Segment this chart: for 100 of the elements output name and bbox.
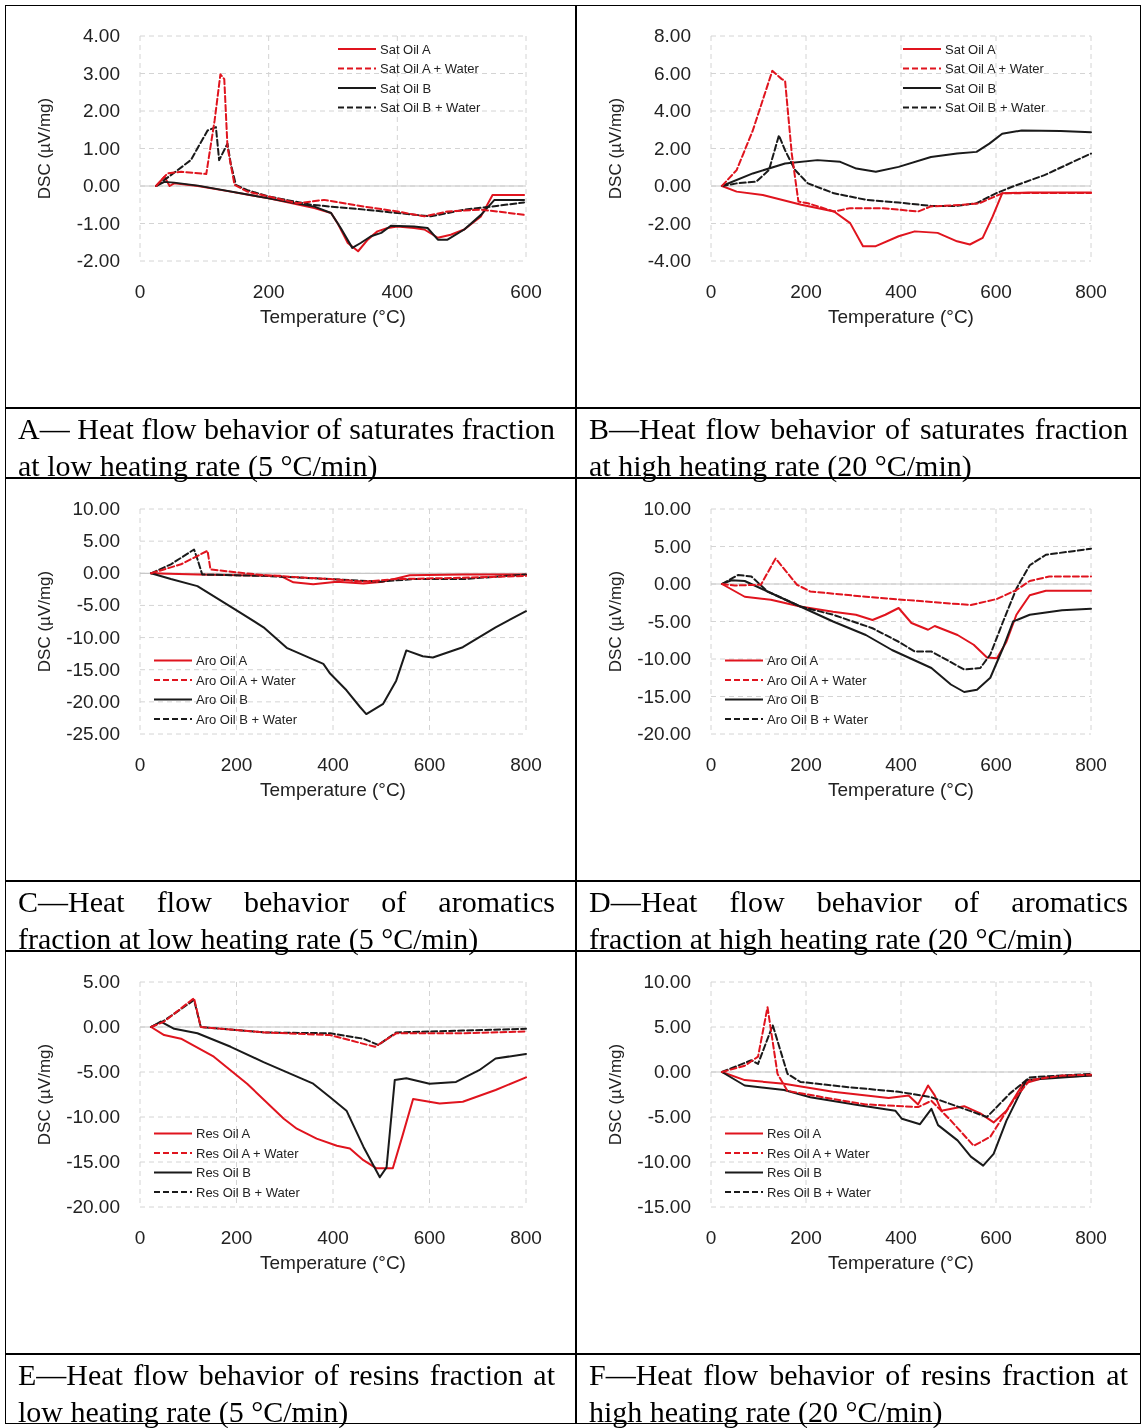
text: F—Heat flow behavior of resins fraction at high heating rate (20 °C/min) bbox=[588, 1357, 1129, 1428]
y-axis-title: DSC (µV/mg) bbox=[606, 570, 625, 673]
y-axis-title: DSC (µV/mg) bbox=[35, 1043, 54, 1146]
legend-label: Res Oil A + Water bbox=[767, 1145, 871, 1161]
legend-label: Aro Oil B + Water bbox=[767, 711, 869, 727]
y-tick-label: -5.00 bbox=[647, 1106, 691, 1127]
y-axis-title: DSC (µV/mg) bbox=[606, 1043, 625, 1146]
y-axis-title: DSC (µV/mg) bbox=[35, 97, 54, 200]
y-tick-label: 4.00 bbox=[83, 25, 120, 46]
y-tick-label: 0.00 bbox=[654, 573, 691, 594]
x-tick-label: 200 bbox=[790, 1227, 822, 1248]
legend-label: Sat Oil A bbox=[380, 41, 431, 57]
y-axis-title: DSC (µV/mg) bbox=[606, 97, 625, 200]
x-tick-label: 0 bbox=[134, 281, 146, 302]
x-tick-label: 600 bbox=[980, 281, 1012, 302]
y-tick-label: -5.00 bbox=[76, 1061, 120, 1082]
x-tick-label: 200 bbox=[252, 281, 285, 302]
y-tick-label: -10.00 bbox=[66, 626, 120, 648]
x-axis-title: Temperature (°C) bbox=[828, 306, 974, 327]
y-tick-label: -10.00 bbox=[637, 648, 691, 669]
legend-label: Res Oil B + Water bbox=[767, 1184, 872, 1200]
x-tick-label: 600 bbox=[413, 754, 446, 775]
y-tick-label: 10.00 bbox=[643, 498, 691, 519]
legend-label: Res Oil B bbox=[196, 1165, 251, 1180]
y-tick-label: 10.00 bbox=[643, 971, 691, 992]
x-tick-label: 400 bbox=[885, 1227, 917, 1248]
y-tick-label: 3.00 bbox=[83, 62, 120, 84]
x-tick-label: 400 bbox=[317, 754, 349, 775]
legend-label: Res Oil B bbox=[767, 1165, 822, 1180]
x-tick-label: 600 bbox=[980, 1227, 1012, 1248]
y-tick-label: 0.00 bbox=[654, 1061, 691, 1082]
x-tick-label: 0 bbox=[134, 1227, 146, 1248]
y-tick-label: -15.00 bbox=[66, 1151, 120, 1172]
legend-label: Res Oil A bbox=[196, 1126, 251, 1141]
x-tick-label: 800 bbox=[510, 754, 542, 775]
legend-label: Res Oil A + Water bbox=[196, 1145, 300, 1161]
y-axis-title: DSC (µV/mg) bbox=[35, 570, 54, 673]
x-tick-label: 600 bbox=[413, 1227, 446, 1248]
y-tick-label: 6.00 bbox=[654, 62, 691, 84]
x-axis-title: Temperature (°C) bbox=[260, 1252, 406, 1273]
legend-label: Aro Oil A bbox=[767, 653, 819, 668]
y-tick-label: -25.00 bbox=[66, 723, 120, 744]
y-tick-label: -1.00 bbox=[76, 212, 120, 234]
x-tick-label: 800 bbox=[510, 1227, 542, 1248]
x-axis-title: Temperature (°C) bbox=[828, 1252, 974, 1273]
y-tick-label: -20.00 bbox=[637, 723, 691, 744]
x-tick-label: 0 bbox=[705, 754, 717, 775]
x-tick-label: 200 bbox=[220, 1227, 253, 1248]
y-tick-label: 2.00 bbox=[654, 137, 691, 159]
y-tick-label: -20.00 bbox=[66, 1196, 120, 1217]
y-tick-label: -2.00 bbox=[76, 250, 120, 271]
x-tick-label: 400 bbox=[381, 281, 414, 302]
y-tick-label: 1.00 bbox=[83, 137, 120, 159]
y-tick-label: -15.00 bbox=[637, 685, 691, 707]
y-tick-label: -5.00 bbox=[647, 610, 691, 632]
y-tick-label: -2.00 bbox=[647, 212, 691, 234]
y-tick-label: -15.00 bbox=[66, 658, 120, 680]
text: D—Heat flow behavior of aromatics fraction at high heating rate (20 °C/min) bbox=[588, 884, 1129, 955]
y-tick-label: -10.00 bbox=[66, 1106, 120, 1127]
legend-label: Sat Oil A bbox=[945, 41, 996, 57]
legend-label: Aro Oil A + Water bbox=[196, 672, 297, 688]
x-axis-title: Temperature (°C) bbox=[260, 779, 406, 800]
legend-label: Aro Oil B bbox=[196, 692, 249, 707]
legend-label: Aro Oil A bbox=[196, 653, 248, 668]
y-tick-label: 10.00 bbox=[72, 498, 120, 519]
legend-label: Aro Oil A + Water bbox=[767, 672, 868, 688]
y-tick-label: 2.00 bbox=[83, 100, 120, 121]
x-axis-title: Temperature (°C) bbox=[260, 306, 406, 327]
text: E—Heat flow behavior of resins fraction at low heating rate (5 °C/min) bbox=[17, 1357, 556, 1428]
y-tick-label: 5.00 bbox=[654, 1016, 691, 1037]
y-tick-label: 5.00 bbox=[83, 971, 120, 992]
x-tick-label: 400 bbox=[317, 1227, 349, 1248]
text: A— Heat flow behavior of saturates fraction at low heating rate (5 °C/min) bbox=[17, 411, 556, 482]
text: B—Heat flow behavior of saturates fraction at high heating rate (20 °C/min) bbox=[588, 411, 1129, 482]
y-tick-label: -4.00 bbox=[647, 250, 691, 271]
y-tick-label: 5.00 bbox=[83, 530, 120, 552]
legend-label: Sat Oil A + Water bbox=[945, 61, 1045, 76]
legend-label: Res Oil B + Water bbox=[196, 1184, 301, 1200]
y-tick-label: 0.00 bbox=[83, 175, 120, 196]
y-tick-label: 8.00 bbox=[654, 25, 691, 46]
legend-label: Sat Oil B + Water bbox=[945, 100, 1046, 115]
x-tick-label: 200 bbox=[790, 754, 822, 775]
legend-label: Sat Oil B + Water bbox=[380, 100, 481, 115]
x-tick-label: 600 bbox=[510, 281, 542, 302]
x-tick-label: 0 bbox=[705, 281, 717, 302]
y-tick-label: 4.00 bbox=[654, 100, 691, 121]
x-axis-title: Temperature (°C) bbox=[828, 779, 974, 800]
legend-label: Sat Oil B bbox=[380, 80, 432, 96]
x-tick-label: 200 bbox=[220, 754, 253, 775]
legend-label: Sat Oil B bbox=[945, 80, 997, 96]
x-tick-label: 800 bbox=[1075, 281, 1107, 302]
legend-label: Aro Oil B + Water bbox=[196, 711, 298, 727]
x-tick-label: 0 bbox=[705, 1227, 717, 1248]
x-tick-label: 800 bbox=[1075, 754, 1107, 775]
y-tick-label: -5.00 bbox=[76, 594, 120, 616]
text: C—Heat flow behavior of aromatics fraction at low heating rate (5 °C/min) bbox=[17, 884, 556, 955]
y-tick-label: -20.00 bbox=[66, 690, 120, 712]
y-tick-label: 0.00 bbox=[654, 175, 691, 196]
x-tick-label: 0 bbox=[134, 754, 146, 775]
legend-label: Res Oil A bbox=[767, 1126, 822, 1141]
